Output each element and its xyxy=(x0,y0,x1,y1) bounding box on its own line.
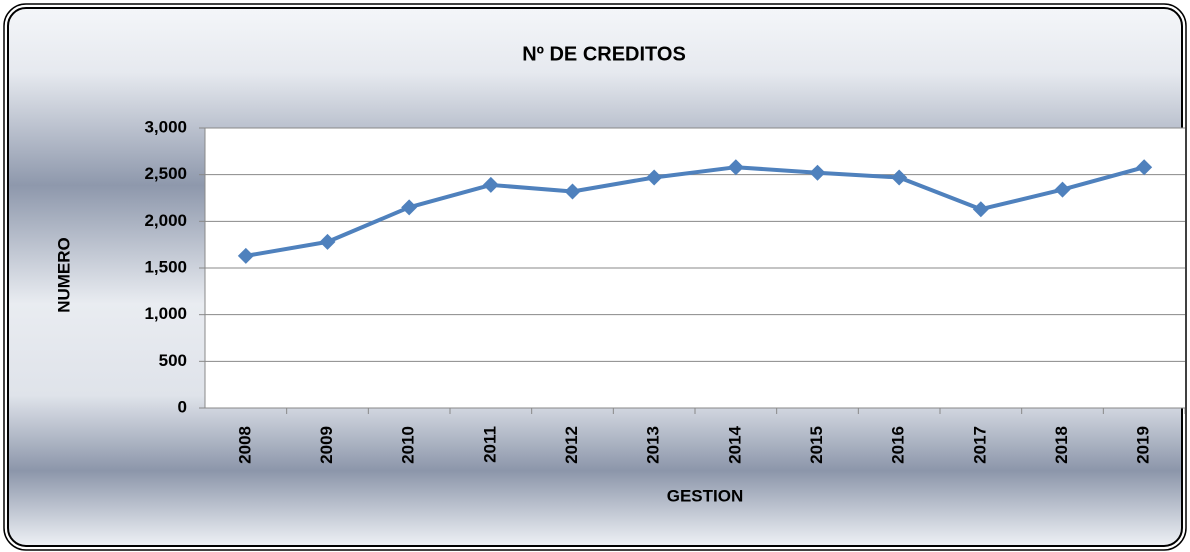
x-tick-label: 2019 xyxy=(1134,426,1153,464)
x-tick-label: 2008 xyxy=(235,426,254,464)
y-tick-label: 3,000 xyxy=(144,117,187,136)
marker xyxy=(646,169,663,186)
marker xyxy=(891,169,908,186)
y-tick-label: 1,500 xyxy=(144,257,187,276)
x-tick-label: 2016 xyxy=(889,426,908,464)
x-tick-label: 2017 xyxy=(970,426,989,464)
marker xyxy=(972,201,989,218)
x-tick-label: 2018 xyxy=(1052,426,1071,464)
x-axis-label: GESTION xyxy=(667,486,744,505)
marker xyxy=(564,183,581,200)
x-tick-label: 2013 xyxy=(644,426,663,464)
y-tick-label: 1,000 xyxy=(144,304,187,323)
x-tick-label: 2009 xyxy=(317,426,336,464)
x-tick-label: 2011 xyxy=(480,426,499,463)
y-tick-label: 2,500 xyxy=(144,164,187,183)
y-axis-label: NUMERO xyxy=(54,237,73,313)
y-tick-label: 500 xyxy=(159,351,187,370)
chart-border xyxy=(3,3,1187,551)
x-tick-label: 2015 xyxy=(807,426,826,464)
marker xyxy=(482,176,499,193)
x-tick-label: 2012 xyxy=(562,426,581,464)
chart-title: Nº DE CREDITOS xyxy=(522,43,686,65)
marker xyxy=(1136,159,1153,176)
marker xyxy=(1054,181,1071,198)
y-tick-label: 0 xyxy=(178,397,187,416)
x-tick-label: 2014 xyxy=(725,425,744,463)
marker xyxy=(319,233,336,250)
marker xyxy=(809,164,826,181)
marker xyxy=(237,247,254,264)
x-tick-label: 2010 xyxy=(399,426,418,464)
y-tick-label: 2,000 xyxy=(144,211,187,230)
marker xyxy=(401,199,418,216)
line-series xyxy=(245,165,1145,258)
marker xyxy=(727,159,744,176)
